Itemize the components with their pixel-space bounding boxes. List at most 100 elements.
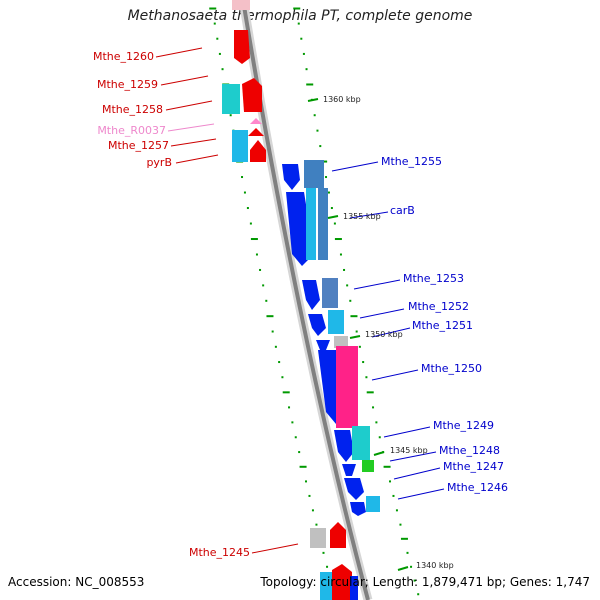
tick-mark xyxy=(265,299,268,302)
gene-label[interactable]: Mthe_1248 xyxy=(439,444,500,457)
gene-feature[interactable] xyxy=(334,430,354,462)
gene-feature[interactable] xyxy=(308,314,326,336)
gene-label[interactable]: Mthe_1258 xyxy=(102,103,163,116)
tick-mark xyxy=(213,22,216,25)
tick-mark xyxy=(266,315,274,318)
tick-mark xyxy=(246,207,249,210)
tick-mark xyxy=(346,284,349,287)
gene-feature[interactable] xyxy=(306,188,316,260)
gene-feature[interactable] xyxy=(250,140,266,162)
tick-mark xyxy=(250,238,258,241)
tick-mark xyxy=(333,222,336,225)
gene-feature[interactable] xyxy=(344,478,364,500)
tick-mark xyxy=(417,593,420,596)
gene-label[interactable]: Mthe_1251 xyxy=(412,319,473,332)
tick-mark xyxy=(305,68,308,71)
tick-mark xyxy=(300,37,303,40)
tick-mark xyxy=(325,176,328,179)
tick-mark xyxy=(241,176,244,179)
gene-feature[interactable] xyxy=(248,128,264,136)
genome-summary-label: Topology: circular; Length: 1,879,471 bp… xyxy=(260,575,590,589)
gene-label[interactable]: Mthe_1249 xyxy=(433,419,494,432)
gene-feature[interactable] xyxy=(332,564,352,600)
tick-mark xyxy=(413,579,416,582)
tick-mark xyxy=(293,7,301,10)
tick-mark xyxy=(305,480,308,483)
tick-mark xyxy=(378,436,381,439)
position-label: 1350 kbp xyxy=(365,330,403,339)
tick-mark xyxy=(308,494,311,497)
rna-feature[interactable] xyxy=(250,118,262,124)
tick-mark xyxy=(350,315,358,318)
gene-label[interactable]: Mthe_1255 xyxy=(381,155,442,168)
tick-mark xyxy=(294,436,297,439)
middle-gene-cluster xyxy=(282,160,380,516)
gene-label[interactable]: Mthe_1253 xyxy=(403,272,464,285)
gene-label[interactable]: Mthe_1257 xyxy=(108,139,169,152)
gene-feature[interactable] xyxy=(318,188,328,260)
tick-mark xyxy=(262,284,265,287)
tick-mark xyxy=(365,376,368,379)
tick-mark xyxy=(302,52,305,55)
gene-feature[interactable] xyxy=(242,78,262,112)
gene-label[interactable]: Mthe_1246 xyxy=(447,481,508,494)
gene-feature[interactable] xyxy=(320,572,332,600)
gene-label[interactable]: Mthe_1247 xyxy=(443,460,504,473)
gene-feature[interactable] xyxy=(310,528,326,548)
tick-mark xyxy=(349,299,352,302)
tick-mark xyxy=(392,494,395,497)
gene-feature[interactable] xyxy=(352,426,370,460)
tick-mark xyxy=(316,129,319,132)
top-gene-cluster xyxy=(222,0,266,162)
gene-label[interactable]: Mthe_1252 xyxy=(408,300,469,313)
tick-mark xyxy=(343,268,346,271)
gene-feature[interactable] xyxy=(336,346,358,428)
gene-feature[interactable] xyxy=(362,460,374,472)
gene-feature[interactable] xyxy=(342,464,356,476)
tick-mark xyxy=(281,376,284,379)
gene-label[interactable]: pyrB xyxy=(146,156,172,169)
gene-feature[interactable] xyxy=(316,340,330,350)
tick-mark xyxy=(229,114,232,117)
tick-mark xyxy=(366,391,374,394)
tick-mark xyxy=(315,523,318,526)
gene-label[interactable]: Mthe_1260 xyxy=(93,50,154,63)
position-label: 1355 kbp xyxy=(343,212,381,221)
outer-tick-ring xyxy=(293,7,420,596)
gene-feature[interactable] xyxy=(334,336,348,348)
tick-mark xyxy=(326,565,329,568)
gene-labels: Mthe_1260 Mthe_1259 Mthe_1258 Mthe_R0037… xyxy=(93,47,508,559)
tick-mark xyxy=(306,83,314,86)
tick-mark xyxy=(259,268,262,271)
gene-feature[interactable] xyxy=(232,130,248,162)
gene-feature[interactable] xyxy=(328,310,344,334)
position-label: 1340 kbp xyxy=(416,561,454,570)
gene-feature[interactable] xyxy=(302,280,320,310)
gene-label[interactable]: Mthe_R0037 xyxy=(97,124,166,137)
gene-label[interactable]: Mthe_1259 xyxy=(97,78,158,91)
gene-feature[interactable] xyxy=(232,0,250,10)
tick-mark xyxy=(383,465,391,468)
tick-mark xyxy=(313,114,316,117)
gene-feature[interactable] xyxy=(234,30,250,64)
tick-mark xyxy=(311,509,314,512)
gene-label[interactable]: carB xyxy=(390,204,415,217)
tick-mark xyxy=(249,222,252,225)
tick-mark xyxy=(291,421,294,424)
gene-feature[interactable] xyxy=(350,576,358,600)
gene-feature[interactable] xyxy=(282,164,300,190)
gene-feature[interactable] xyxy=(222,84,240,114)
gene-feature[interactable] xyxy=(304,160,324,188)
tick-mark xyxy=(339,253,342,256)
gene-feature[interactable] xyxy=(366,496,380,512)
tick-mark xyxy=(406,551,409,554)
gene-feature[interactable] xyxy=(350,502,366,516)
gene-label[interactable]: Mthe_1245 xyxy=(189,546,250,559)
position-label: 1345 kbp xyxy=(390,446,428,455)
tick-mark xyxy=(282,391,290,394)
gene-label[interactable]: Mthe_1250 xyxy=(421,362,482,375)
gene-feature[interactable] xyxy=(330,522,346,548)
gene-feature[interactable] xyxy=(322,278,338,308)
